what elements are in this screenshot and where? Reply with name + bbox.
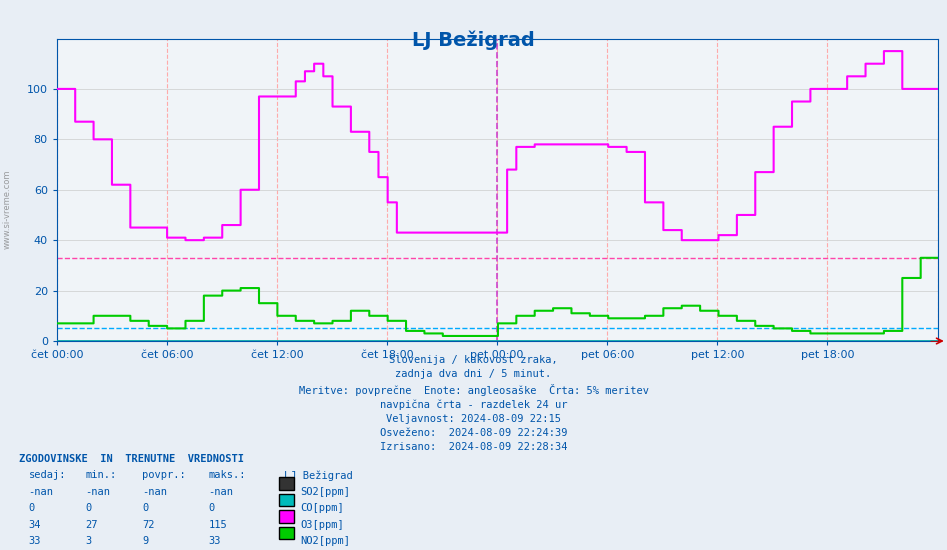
Text: 0: 0 <box>85 503 92 513</box>
Text: www.si-vreme.com: www.si-vreme.com <box>3 169 12 249</box>
Text: SO2[ppm]: SO2[ppm] <box>300 487 350 497</box>
Text: min.:: min.: <box>85 470 116 480</box>
Text: sedaj:: sedaj: <box>28 470 66 480</box>
Text: 34: 34 <box>28 520 41 530</box>
Text: 0: 0 <box>28 503 35 513</box>
Text: 33: 33 <box>28 536 41 546</box>
Text: Slovenija / kakovost zraka,
zadnja dva dni / 5 minut.
Meritve: povprečne  Enote:: Slovenija / kakovost zraka, zadnja dva d… <box>298 355 649 453</box>
Text: -nan: -nan <box>208 487 233 497</box>
Text: -nan: -nan <box>85 487 110 497</box>
Text: 0: 0 <box>208 503 215 513</box>
Text: 72: 72 <box>142 520 154 530</box>
Text: LJ Bežigrad: LJ Bežigrad <box>412 30 535 50</box>
Text: CO[ppm]: CO[ppm] <box>300 503 344 513</box>
Text: maks.:: maks.: <box>208 470 246 480</box>
Text: 3: 3 <box>85 536 92 546</box>
Text: 27: 27 <box>85 520 98 530</box>
Text: ZGODOVINSKE  IN  TRENUTNE  VREDNOSTI: ZGODOVINSKE IN TRENUTNE VREDNOSTI <box>19 454 244 464</box>
Text: LJ Bežigrad: LJ Bežigrad <box>284 470 353 481</box>
Text: 33: 33 <box>208 536 221 546</box>
Text: 0: 0 <box>142 503 149 513</box>
Text: 115: 115 <box>208 520 227 530</box>
Text: 9: 9 <box>142 536 149 546</box>
Text: O3[ppm]: O3[ppm] <box>300 520 344 530</box>
Text: -nan: -nan <box>142 487 167 497</box>
Text: NO2[ppm]: NO2[ppm] <box>300 536 350 546</box>
Text: -nan: -nan <box>28 487 53 497</box>
Text: povpr.:: povpr.: <box>142 470 186 480</box>
